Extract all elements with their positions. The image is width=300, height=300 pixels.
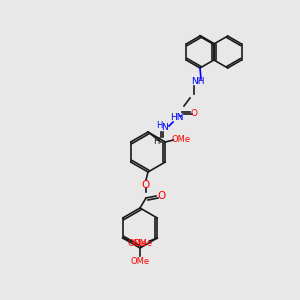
Text: OMe: OMe — [130, 257, 150, 266]
Text: N: N — [162, 124, 168, 133]
Text: HN: HN — [170, 113, 184, 122]
Text: O: O — [158, 191, 166, 201]
Text: O: O — [142, 180, 150, 190]
Text: H: H — [153, 136, 159, 146]
Text: O: O — [190, 110, 197, 118]
Text: OMe: OMe — [133, 238, 152, 247]
Text: OMe: OMe — [172, 134, 191, 143]
Text: OMe: OMe — [128, 238, 147, 247]
Text: H: H — [156, 122, 162, 130]
Text: NH: NH — [191, 77, 205, 86]
